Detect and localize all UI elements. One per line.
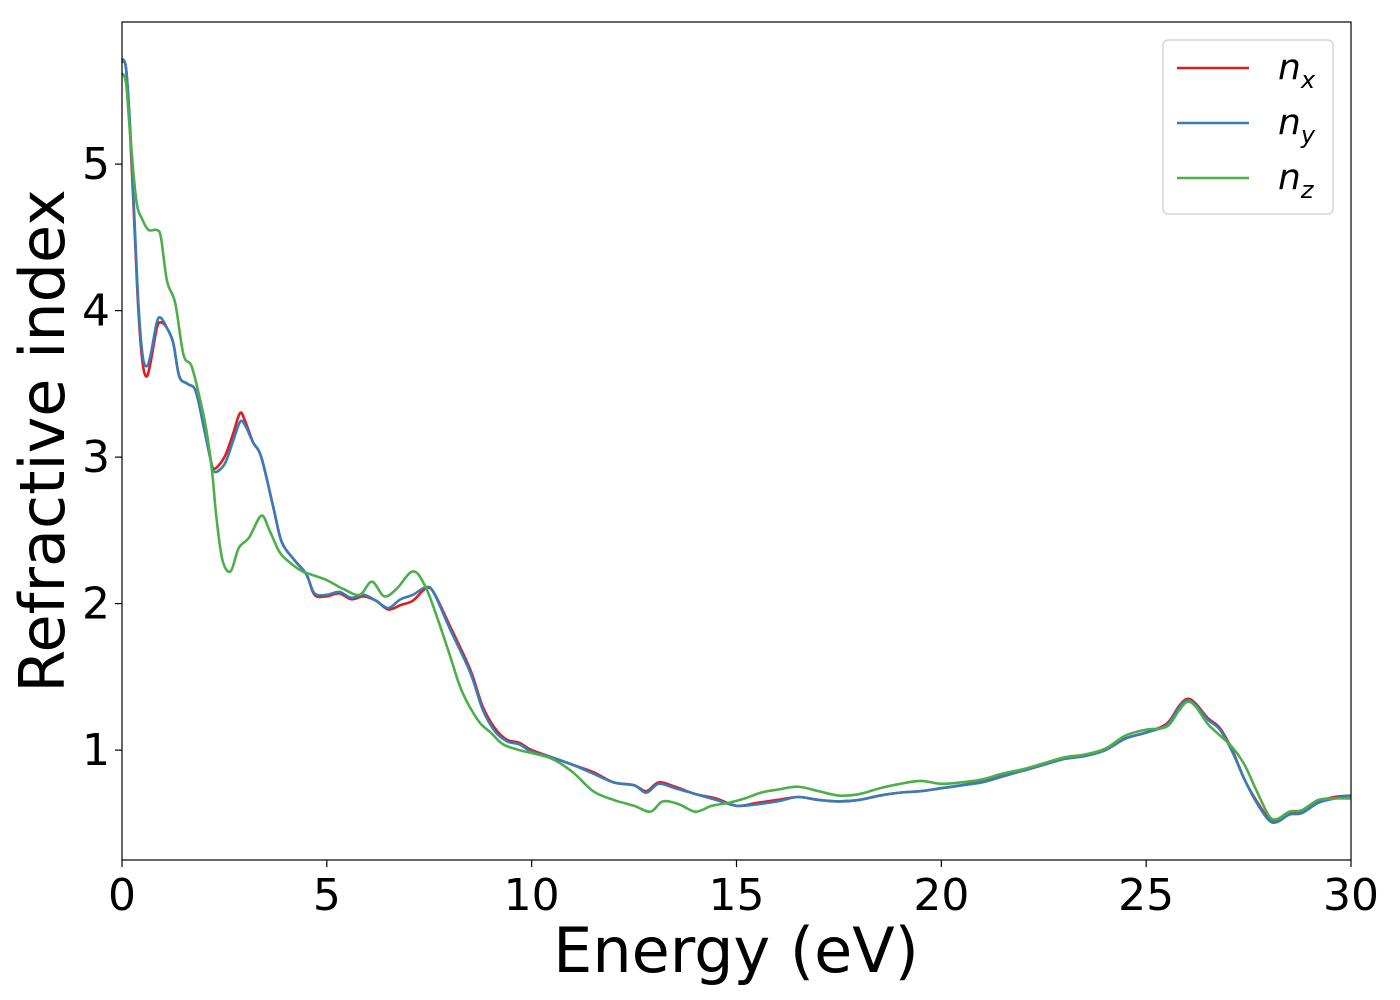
y-tick-label: 4	[82, 286, 110, 337]
y-tick-label: 1	[82, 725, 110, 776]
y-axis-label: Refractive index	[6, 189, 79, 693]
x-tick-label: 25	[1118, 870, 1174, 921]
y-tick-label: 2	[82, 579, 110, 630]
legend-label-y: ny	[1278, 102, 1316, 149]
ticks-layer: 0 5 10 15 20 25 30 1 2 3 4 5	[82, 139, 1379, 921]
x-tick-label: 20	[913, 870, 969, 921]
series-layer	[120, 57, 1352, 825]
x-tick-label: 30	[1323, 870, 1379, 921]
x-tick-label: 10	[504, 870, 560, 921]
x-axis-label: Energy (eV)	[553, 914, 919, 987]
x-tick-label: 0	[108, 870, 136, 921]
legend-box	[1162, 39, 1334, 215]
y-tick-label: 5	[82, 139, 110, 190]
series-line-z	[120, 72, 1352, 821]
legend-label-x: nx	[1278, 47, 1316, 94]
x-tick-label: 15	[709, 870, 765, 921]
y-tick-label: 3	[82, 432, 110, 483]
x-tick-label: 5	[313, 870, 341, 921]
